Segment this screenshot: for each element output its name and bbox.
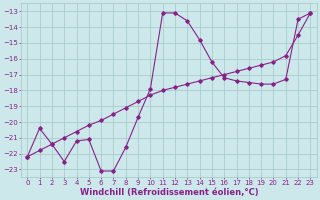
- X-axis label: Windchill (Refroidissement éolien,°C): Windchill (Refroidissement éolien,°C): [79, 188, 258, 197]
